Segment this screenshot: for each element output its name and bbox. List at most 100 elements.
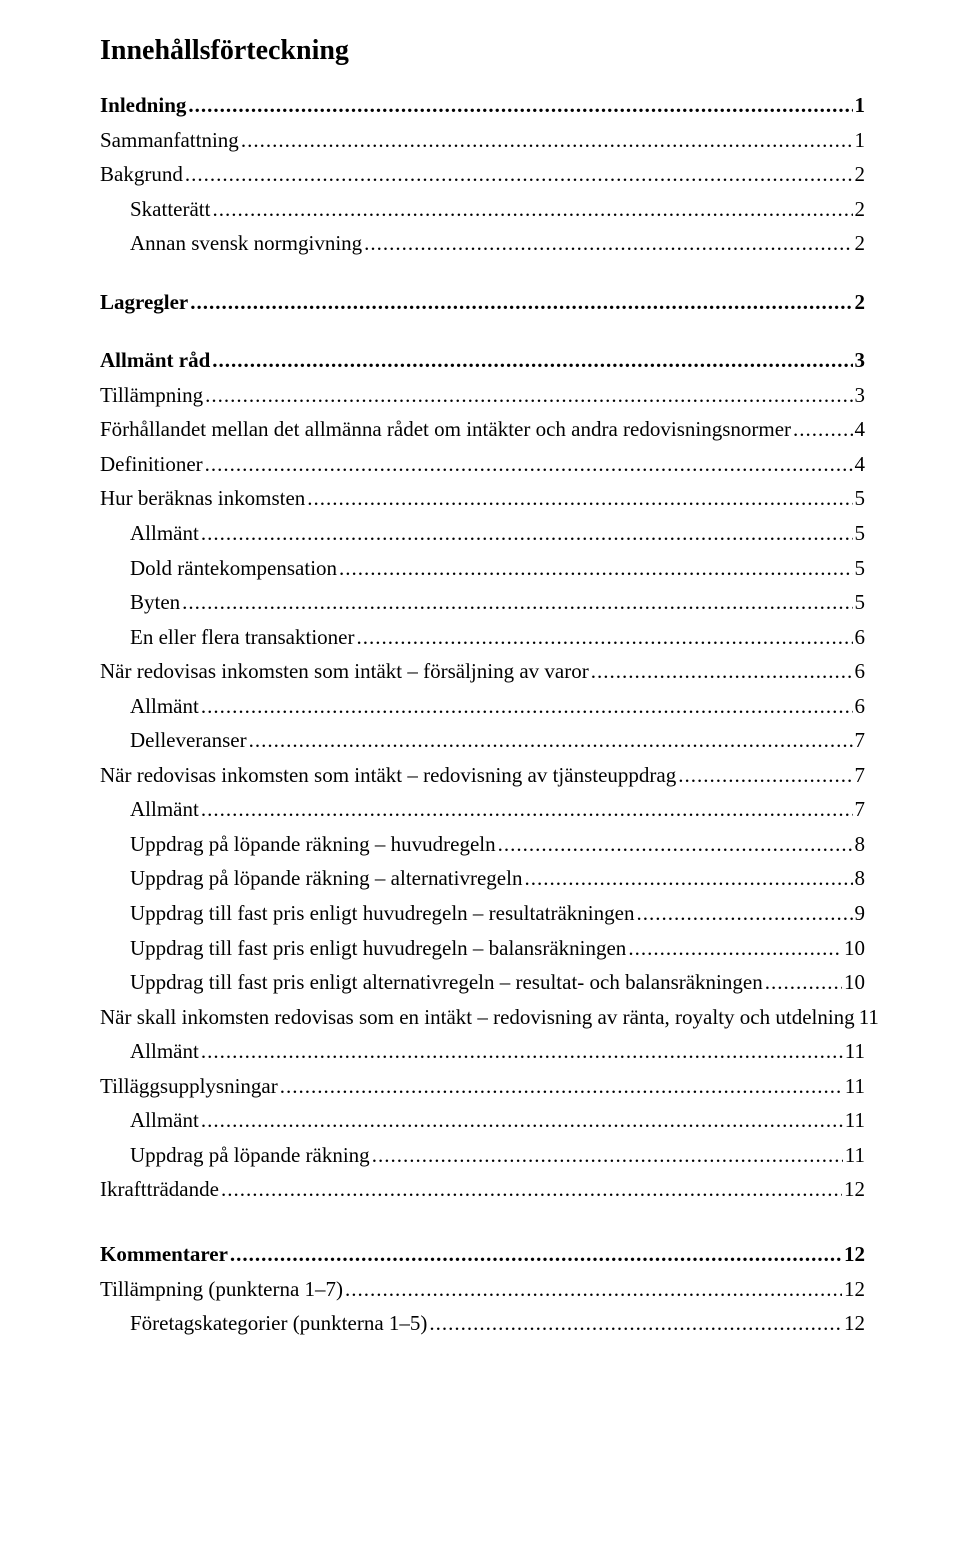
toc-entry-page: 12	[844, 1307, 865, 1340]
toc-entry-page: 6	[855, 621, 866, 654]
toc-entry: Kommentarer 12	[100, 1238, 865, 1271]
toc-entry-label: Byten	[130, 586, 180, 619]
toc-entry: Uppdrag till fast pris enligt alternativ…	[100, 966, 865, 999]
toc-leader-dots	[524, 862, 852, 895]
toc-entry-page: 6	[855, 655, 866, 688]
toc-leader-dots	[498, 828, 853, 861]
toc-leader-dots	[230, 1238, 842, 1271]
toc-entry: Annan svensk normgivning2	[100, 227, 865, 260]
toc-leader-dots	[356, 621, 852, 654]
toc-leader-dots	[188, 89, 852, 122]
toc-entry: Byten 5	[100, 586, 865, 619]
toc-entry: Tillämpning (punkterna 1–7)12	[100, 1273, 865, 1306]
toc-entry-label: När skall inkomsten redovisas som en int…	[100, 1001, 855, 1034]
toc-entry-page: 11	[859, 1001, 879, 1034]
toc-leader-dots	[793, 413, 852, 446]
toc-entry: Tillämpning3	[100, 379, 865, 412]
toc-entry-label: Uppdrag till fast pris enligt huvudregel…	[130, 897, 634, 930]
toc-leader-dots	[201, 1104, 843, 1137]
toc-leader-dots	[280, 1070, 843, 1103]
toc-entry: Ikraftträdande12	[100, 1173, 865, 1206]
toc-entry-label: Allmänt	[130, 1035, 199, 1068]
toc-entry-label: Uppdrag på löpande räkning – alternativr…	[130, 862, 522, 895]
toc-leader-dots	[201, 690, 853, 723]
toc-leader-dots	[241, 124, 853, 157]
toc-entry: När redovisas inkomsten som intäkt – för…	[100, 655, 865, 688]
toc-entry: Skatterätt2	[100, 193, 865, 226]
toc-leader-dots	[201, 793, 853, 826]
toc-entry-label: Allmänt	[130, 690, 199, 723]
page-title: Innehållsförteckning	[100, 35, 865, 67]
toc-entry-label: Allmänt råd	[100, 344, 210, 377]
toc-entry: Uppdrag till fast pris enligt huvudregel…	[100, 932, 865, 965]
toc-entry: En eller flera transaktioner6	[100, 621, 865, 654]
toc-entry-label: Uppdrag på löpande räkning	[130, 1139, 370, 1172]
toc-leader-dots	[364, 227, 852, 260]
toc-leader-dots	[201, 517, 853, 550]
toc-entry-page: 2	[855, 158, 866, 191]
toc-entry: Definitioner4	[100, 448, 865, 481]
toc-entry-page: 2	[855, 286, 866, 319]
toc-entry-label: Tillämpning	[100, 379, 203, 412]
toc-spacer	[100, 262, 865, 286]
toc-spacer	[100, 1208, 865, 1238]
toc-leader-dots	[212, 193, 852, 226]
toc-entry-page: 11	[845, 1139, 865, 1172]
toc-entry: Uppdrag på löpande räkning – huvudregeln…	[100, 828, 865, 861]
toc-entry: Uppdrag till fast pris enligt huvudregel…	[100, 897, 865, 930]
toc-entry-label: Allmänt	[130, 1104, 199, 1137]
toc-entry-page: 5	[855, 552, 866, 585]
toc-leader-dots	[628, 932, 842, 965]
toc-entry-label: Uppdrag till fast pris enligt alternativ…	[130, 966, 763, 999]
toc-entry: Dold räntekompensation 5	[100, 552, 865, 585]
toc-leader-dots	[221, 1173, 842, 1206]
toc-leader-dots	[205, 379, 852, 412]
table-of-contents: Inledning1Sammanfattning1Bakgrund2Skatte…	[100, 89, 865, 1340]
toc-entry-page: 10	[844, 932, 865, 965]
toc-entry: Uppdrag på löpande räkning – alternativr…	[100, 862, 865, 895]
toc-entry-label: Förhållandet mellan det allmänna rådet o…	[100, 413, 791, 446]
toc-entry-page: 8	[855, 862, 866, 895]
toc-entry-label: Dold räntekompensation	[130, 552, 337, 585]
toc-entry-label: Tilläggsupplysningar	[100, 1070, 278, 1103]
toc-entry-label: Inledning	[100, 89, 186, 122]
toc-entry-label: Kommentarer	[100, 1238, 228, 1271]
toc-entry: Tilläggsupplysningar 11	[100, 1070, 865, 1103]
toc-entry-page: 11	[845, 1070, 865, 1103]
toc-entry-page: 10	[844, 966, 865, 999]
toc-entry-page: 5	[855, 517, 866, 550]
toc-leader-dots	[201, 1035, 843, 1068]
toc-entry: Allmänt råd3	[100, 344, 865, 377]
toc-entry-page: 5	[855, 482, 866, 515]
toc-entry-page: 7	[855, 759, 866, 792]
toc-entry: Inledning1	[100, 89, 865, 122]
toc-entry-page: 11	[845, 1035, 865, 1068]
toc-leader-dots	[212, 344, 852, 377]
toc-entry-page: 12	[844, 1173, 865, 1206]
toc-entry: Allmänt 11	[100, 1035, 865, 1068]
toc-leader-dots	[249, 724, 853, 757]
toc-leader-dots	[429, 1307, 842, 1340]
toc-entry: Allmänt6	[100, 690, 865, 723]
toc-entry-label: Tillämpning (punkterna 1–7)	[100, 1273, 343, 1306]
toc-entry-label: Uppdrag till fast pris enligt huvudregel…	[130, 932, 626, 965]
toc-entry: Bakgrund2	[100, 158, 865, 191]
toc-entry: Allmänt11	[100, 1104, 865, 1137]
page-container: Innehållsförteckning Inledning1Sammanfat…	[0, 0, 960, 1552]
toc-entry-label: När redovisas inkomsten som intäkt – för…	[100, 655, 589, 688]
toc-entry: Allmänt7	[100, 793, 865, 826]
toc-entry-label: Företagskategorier (punkterna 1–5)	[130, 1307, 427, 1340]
toc-leader-dots	[636, 897, 852, 930]
toc-entry: När skall inkomsten redovisas som en int…	[100, 1001, 865, 1034]
toc-entry-page: 9	[855, 897, 866, 930]
toc-entry-label: Skatterätt	[130, 193, 210, 226]
toc-entry-label: Definitioner	[100, 448, 203, 481]
toc-entry: Uppdrag på löpande räkning 11	[100, 1139, 865, 1172]
toc-entry-page: 5	[855, 586, 866, 619]
toc-leader-dots	[190, 286, 852, 319]
toc-entry-page: 12	[844, 1238, 865, 1271]
toc-entry-page: 1	[855, 124, 866, 157]
toc-entry-label: Allmänt	[130, 517, 199, 550]
toc-entry-label: Hur beräknas inkomsten	[100, 482, 305, 515]
toc-entry-label: Uppdrag på löpande räkning – huvudregeln	[130, 828, 496, 861]
